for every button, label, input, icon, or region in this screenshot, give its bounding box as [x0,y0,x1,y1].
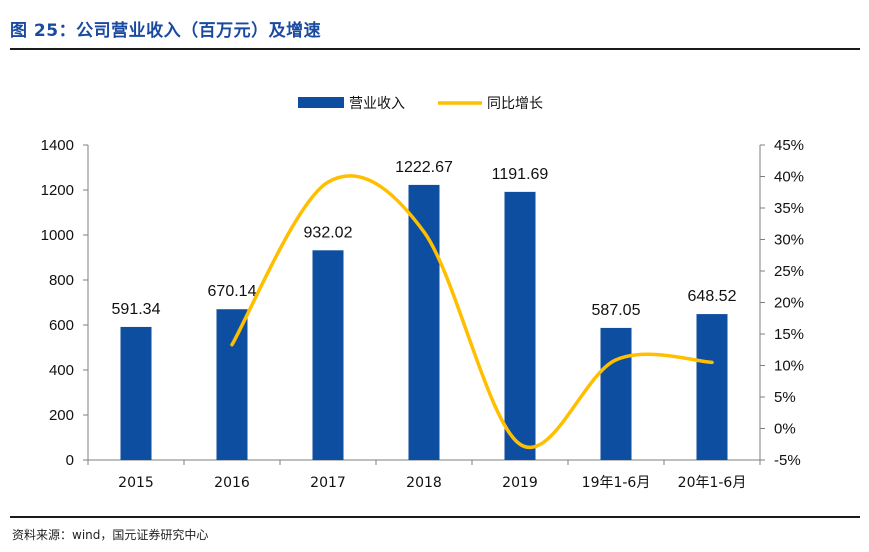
revenue-bars [120,184,728,461]
right-axis-tick-label: 10% [774,358,804,375]
legend-swatch-revenue [298,97,344,108]
title-divider [10,48,860,50]
left-axis-tick-label: 1400 [41,137,74,154]
bar-data-labels: 591.34 670.14 932.02 1222.67 1191.69 587.05 64… [112,159,737,319]
right-axis-tick-label: 5% [774,389,796,406]
revenue-bar [696,314,728,460]
growth-line [230,174,714,449]
right-axis-tick-label: 20% [774,295,804,312]
left-axis-tick-label: 800 [49,272,74,289]
left-axis-tick-label: 200 [49,407,74,424]
left-axis-tick-label: 600 [49,317,74,334]
revenue-bar [120,326,152,460]
growth-line-path [230,174,714,449]
axes: 0 200 400 600 800 1000 1200 1400 -5% 0% 5% 10% 15% 20… [41,137,804,491]
bar-data-label: 932.02 [304,224,353,241]
right-axis-tick-label: 25% [774,263,804,280]
left-axis-tick-label: 1000 [41,227,74,244]
right-axis-tick-label: 30% [774,232,804,249]
x-axis-category-label: 20年1-6月 [678,475,747,491]
bar-data-label: 1191.69 [492,166,549,183]
revenue-bar [312,250,344,460]
bar-data-label: 587.05 [592,302,641,319]
left-axis-tick-label: 1200 [41,182,74,199]
revenue-bar [504,191,536,460]
bar-data-label: 1222.67 [395,159,453,176]
legend: 营业收入 同比增长 [298,96,543,112]
bar-data-label: 670.14 [208,283,257,300]
source-note: 资料来源：wind，国元证券研究中心 [12,528,209,542]
x-axis-category-label: 2017 [310,475,346,491]
legend-label-growth: 同比增长 [487,96,543,112]
right-axis-tick-label: -5% [774,452,801,469]
right-axis-tick-label: 35% [774,200,804,217]
revenue-bar [600,327,632,460]
legend-label-revenue: 营业收入 [349,96,405,112]
x-axis-category-label: 2018 [406,475,442,491]
x-axis-category-label: 2019 [502,475,538,491]
left-axis-tick-label: 400 [49,362,74,379]
x-axis-category-label: 2015 [118,475,154,491]
x-axis-category-label: 19年1-6月 [582,475,651,491]
revenue-bar [408,184,440,461]
footer-divider [10,516,860,518]
right-axis-tick-label: 15% [774,326,804,343]
figure-title: 图 25：公司营业收入（百万元）及增速 [10,21,322,41]
bar-data-label: 648.52 [688,288,737,305]
bar-data-label: 591.34 [112,301,161,318]
left-axis-tick-label: 0 [66,452,74,469]
right-axis-tick-label: 45% [774,137,804,154]
revenue-bar [216,309,248,460]
x-axis-category-label: 2016 [214,475,250,491]
right-axis-tick-label: 0% [774,421,796,438]
right-axis-tick-label: 40% [774,169,804,186]
